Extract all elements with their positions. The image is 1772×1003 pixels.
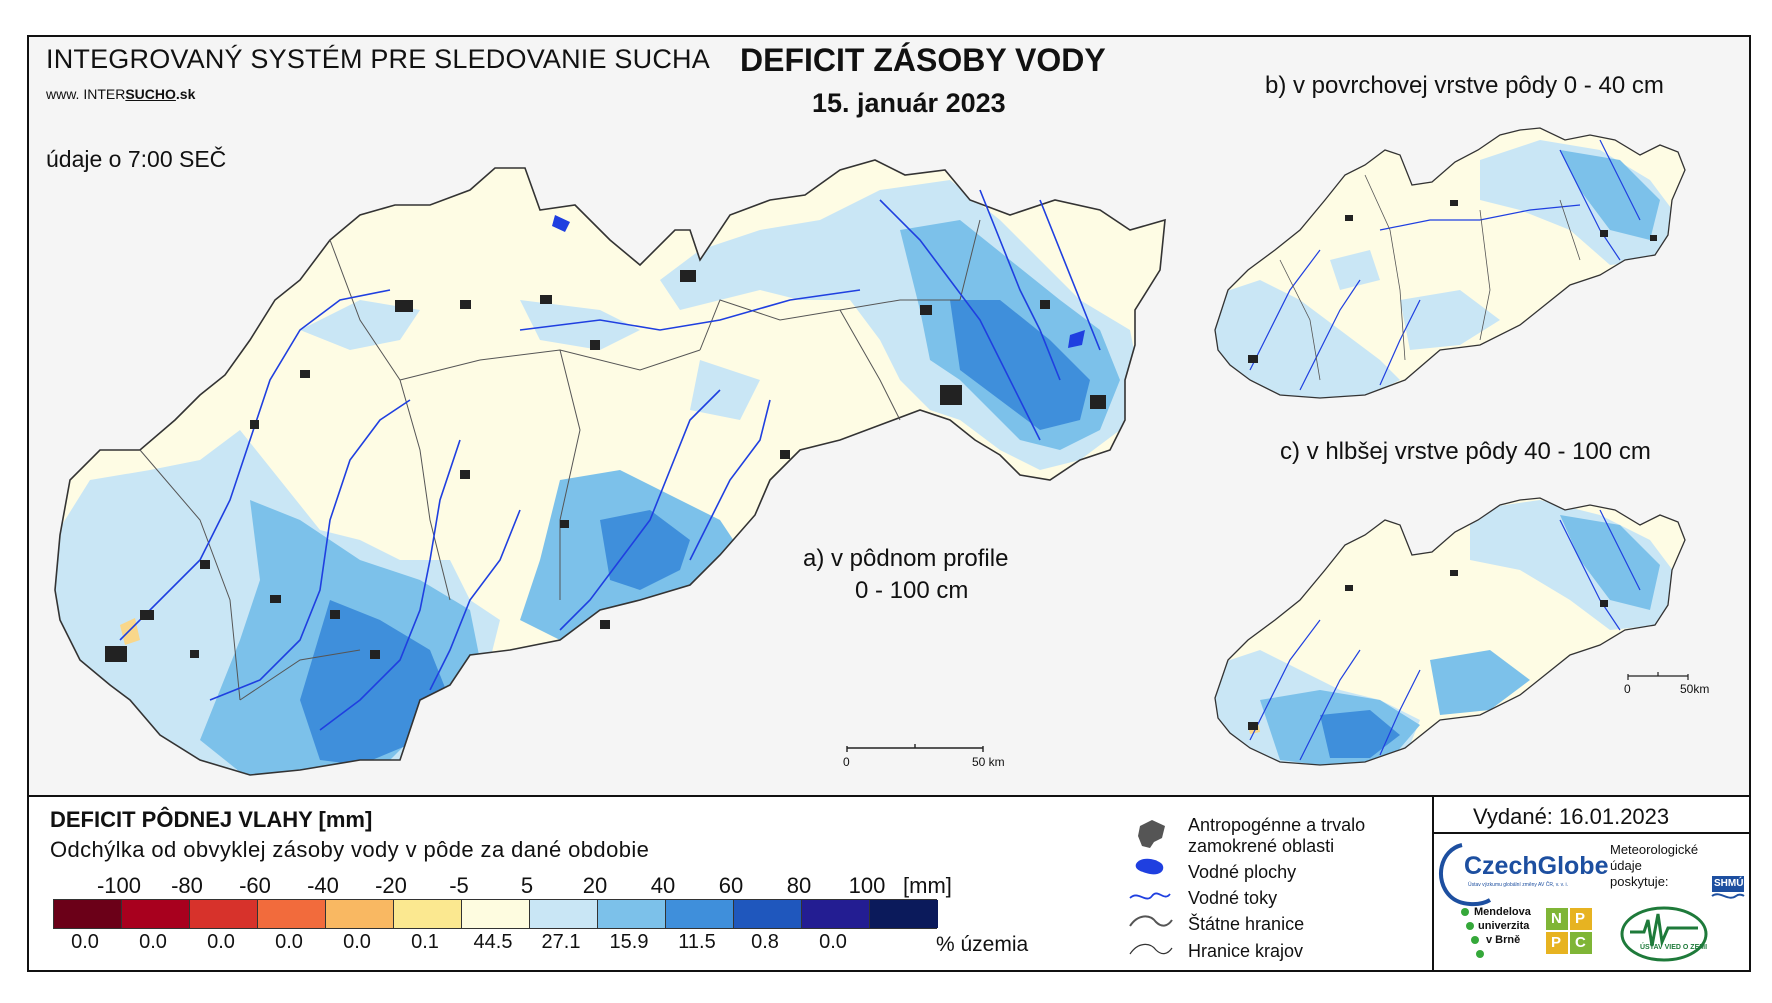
nppc-logo xyxy=(1546,908,1592,954)
symbol-rivers: Vodné toky xyxy=(1188,888,1278,908)
web-part-c: .sk xyxy=(175,86,196,102)
legend-tick: 80 xyxy=(786,873,812,898)
legend-tick: -80 xyxy=(171,873,203,898)
scale-bar-small xyxy=(1627,672,1689,680)
legend-tick: -100 xyxy=(96,873,142,898)
uvz-label: ÚSTAV VIED O ZEMI xyxy=(1640,944,1708,951)
legend-percent: 15.9 xyxy=(609,931,649,953)
mendel-line3: v Brně xyxy=(1486,934,1521,946)
issued-date: Vydané: 16.01.2023 xyxy=(1473,804,1670,829)
symbol-urban-line2: zamokrené oblasti xyxy=(1188,836,1335,856)
legend-subtitle: Odchýlka od obvyklej zásoby vody v pôde … xyxy=(50,837,650,862)
legend-tick: 60 xyxy=(718,873,744,898)
legend-percent: 0.0 xyxy=(71,931,99,953)
legend-swatch xyxy=(734,900,802,928)
legend-tick: -5 xyxy=(449,873,469,898)
legend-percent: 0.0 xyxy=(819,931,847,953)
legend-percent: 0.0 xyxy=(343,931,371,953)
scale-small-end: 50km xyxy=(1680,682,1710,696)
river-symbol xyxy=(1129,892,1171,900)
mendel-logo-dots xyxy=(1461,908,1484,958)
water-body-symbol xyxy=(1135,858,1164,875)
met-data-line2: údaje xyxy=(1610,858,1642,873)
scale-main-zero: 0 xyxy=(843,755,850,769)
legend-swatch xyxy=(666,900,734,928)
legend-percent: 44.5 xyxy=(473,931,513,953)
nppc-letter: C xyxy=(1575,934,1586,951)
legend-tick: 5 xyxy=(520,873,534,898)
legend-swatch xyxy=(802,900,870,928)
legend-swatch xyxy=(122,900,190,928)
scale-bar-main xyxy=(846,744,984,752)
legend-percent: 11.5 xyxy=(678,931,716,953)
legend-tick: -60 xyxy=(239,873,271,898)
symbol-water-bodies: Vodné plochy xyxy=(1188,862,1297,882)
legend-swatch xyxy=(326,900,394,928)
region-border-symbol xyxy=(1129,943,1173,955)
map-b-surface-layer xyxy=(1214,127,1686,399)
symbol-state-border: Štátne hranice xyxy=(1188,914,1305,934)
urban-area-symbol xyxy=(1138,820,1165,848)
map-a-total-profile xyxy=(54,159,1166,776)
nppc-letter: P xyxy=(1551,934,1562,951)
legend-percent: 0.0 xyxy=(139,931,167,953)
legend-swatch xyxy=(54,900,122,928)
czechglobe-logo xyxy=(1439,843,1492,907)
web-part-a: INTER xyxy=(83,86,126,102)
met-data-line1: Meteorologické xyxy=(1610,842,1699,857)
shmu-logo xyxy=(1711,876,1745,899)
legend-percent-label: % územia xyxy=(936,933,1029,956)
legend-unit: [mm] xyxy=(903,873,952,898)
map-b-label: b) v povrchovej vrstve pôdy 0 - 40 cm xyxy=(1265,72,1664,99)
shmu-label: SHMÚ xyxy=(1714,878,1744,889)
legend-swatch xyxy=(394,900,462,928)
met-data-line3: poskytuje: xyxy=(1610,874,1669,889)
legend-title: DEFICIT PÔDNEJ VLAHY [mm] xyxy=(50,807,373,832)
web-prefix: www. xyxy=(46,86,80,102)
legend-swatch xyxy=(870,900,938,928)
legend-tick: -40 xyxy=(307,873,339,898)
legend-percent: 0.8 xyxy=(751,931,779,953)
legend-percent: 0.1 xyxy=(411,931,439,953)
legend-tick: -20 xyxy=(375,873,407,898)
map-c-deep-layer xyxy=(1214,497,1686,766)
legend-swatch xyxy=(598,900,666,928)
symbol-region-border: Hranice krajov xyxy=(1188,941,1304,961)
legend-tick: 40 xyxy=(650,873,676,898)
czechglobe-sublabel: Ústav výzkumu globální změny AV ČR, v. v… xyxy=(1468,882,1569,888)
legend-percent: 0.0 xyxy=(207,931,235,953)
map-a-label-line1: a) v pôdnom profile xyxy=(803,545,1009,572)
scale-small-zero: 0 xyxy=(1624,682,1631,696)
legend-tick: 100 xyxy=(848,873,886,898)
page-title: DEFICIT ZÁSOBY VODY xyxy=(740,42,1106,78)
map-a-label-line2: 0 - 100 cm xyxy=(855,577,969,604)
legend-tick: 20 xyxy=(582,873,608,898)
scale-main-end: 50 km xyxy=(972,755,1005,769)
legend-percent: 0.0 xyxy=(275,931,303,953)
mendel-line2: univerzita xyxy=(1478,920,1530,932)
nppc-letter: P xyxy=(1575,910,1586,927)
web-part-b: SUCHO xyxy=(125,86,176,102)
legend-percent: 27.1 xyxy=(541,931,581,953)
map-c-label: c) v hlbšej vrstve pôdy 40 - 100 cm xyxy=(1280,438,1651,465)
nppc-letter: N xyxy=(1551,910,1562,927)
system-title: INTEGROVANÝ SYSTÉM PRE SLEDOVANIE SUCHA xyxy=(46,44,710,74)
legend-swatch xyxy=(530,900,598,928)
czechglobe-label: CzechGlobe xyxy=(1464,852,1609,880)
legend-swatch xyxy=(462,900,530,928)
page-date: 15. január 2023 xyxy=(812,88,1006,118)
legend-swatch xyxy=(258,900,326,928)
time-note: údaje o 7:00 SEČ xyxy=(46,146,227,172)
uvz-logo xyxy=(1620,906,1708,962)
state-border-symbol xyxy=(1129,915,1173,927)
legend-swatch xyxy=(190,900,258,928)
symbol-urban-line1: Antropogénne a trvalo xyxy=(1188,815,1366,835)
mendel-line1: Mendelova xyxy=(1474,906,1531,918)
website-link[interactable]: www. INTERSUCHO.sk xyxy=(46,86,195,102)
